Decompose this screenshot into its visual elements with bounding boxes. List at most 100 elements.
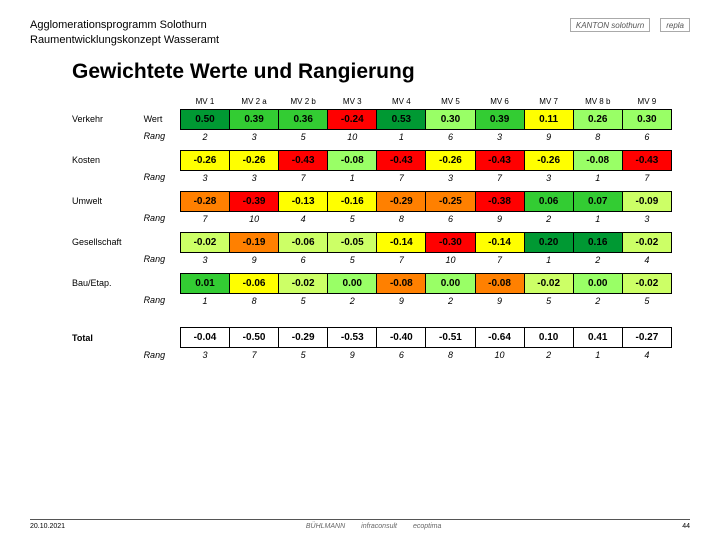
table-cell: 1	[573, 211, 622, 226]
table-cell: 0.30	[622, 109, 671, 129]
table-row: Rang3371737317	[72, 170, 672, 185]
row-label	[72, 129, 142, 144]
table-cell: 10	[475, 348, 524, 363]
table-cell: 1	[328, 170, 377, 185]
table-cell: 0.30	[426, 109, 475, 129]
table-cell: 4	[622, 348, 671, 363]
col-header: MV 5	[426, 94, 475, 110]
footer-page: 44	[682, 523, 690, 530]
row-sublabel	[142, 150, 181, 170]
table-cell: -0.13	[279, 191, 328, 211]
footer: 20.10.2021 BÜHLMANN infraconsult ecoptim…	[30, 519, 690, 530]
row-sublabel: Rang	[142, 170, 181, 185]
table-row: Bau/Etap.0.01-0.06-0.020.00-0.080.00-0.0…	[72, 273, 672, 293]
row-label	[72, 252, 142, 267]
table-cell: 8	[377, 211, 426, 226]
table-cell: -0.04	[180, 328, 229, 348]
table-cell: -0.27	[622, 328, 671, 348]
col-header: MV 9	[622, 94, 671, 110]
footer-date: 20.10.2021	[30, 523, 65, 530]
table-cell: 4	[622, 252, 671, 267]
table-cell: 4	[279, 211, 328, 226]
table-cell: 5	[524, 293, 573, 308]
table-cell: 2	[573, 252, 622, 267]
table-row: Rang71045869213	[72, 211, 672, 226]
header-line1: Agglomerationsprogramm Solothurn	[30, 18, 219, 33]
table-cell: -0.26	[524, 150, 573, 170]
table-cell: 2	[524, 348, 573, 363]
col-header: MV 1	[180, 94, 229, 110]
table-cell: 0.26	[573, 109, 622, 129]
table-cell: 1	[180, 293, 229, 308]
table-cell: 9	[475, 211, 524, 226]
row-label	[72, 348, 142, 363]
table-cell: 0.01	[180, 273, 229, 293]
table-cell: -0.51	[426, 328, 475, 348]
col-header: MV 3	[328, 94, 377, 110]
table-cell: -0.14	[475, 232, 524, 252]
table-cell: -0.02	[622, 273, 671, 293]
row-label: Verkehr	[72, 109, 142, 129]
table-cell: -0.43	[475, 150, 524, 170]
table-cell: -0.08	[573, 150, 622, 170]
table-cell: 3	[475, 129, 524, 144]
row-sublabel: Rang	[142, 211, 181, 226]
table-cell: 3	[524, 170, 573, 185]
table-cell: -0.26	[426, 150, 475, 170]
table-row: Rang23510163986	[72, 129, 672, 144]
table-cell: 8	[573, 129, 622, 144]
table-row: Kosten-0.26-0.26-0.43-0.08-0.43-0.26-0.4…	[72, 150, 672, 170]
table-cell: -0.26	[230, 150, 279, 170]
table-cell: 10	[328, 129, 377, 144]
table-cell: 1	[573, 348, 622, 363]
table-cell: 9	[377, 293, 426, 308]
row-sublabel: Rang	[142, 252, 181, 267]
row-label: Bau/Etap.	[72, 273, 142, 293]
col-header: MV 8 b	[573, 94, 622, 110]
table-cell: -0.25	[426, 191, 475, 211]
table-cell: 6	[279, 252, 328, 267]
row-label: Kosten	[72, 150, 142, 170]
header-text: Agglomerationsprogramm Solothurn Raument…	[30, 18, 219, 48]
table-cell: 7	[622, 170, 671, 185]
row-sublabel: Rang	[142, 348, 181, 363]
table-header-row: MV 1MV 2 aMV 2 bMV 3MV 4MV 5MV 6MV 7MV 8…	[72, 94, 672, 110]
table-cell: 3	[622, 211, 671, 226]
ranking-table: MV 1MV 2 aMV 2 bMV 3MV 4MV 5MV 6MV 7MV 8…	[72, 94, 672, 363]
table-cell: 0.11	[524, 109, 573, 129]
table-cell: 5	[279, 129, 328, 144]
table-cell: 9	[524, 129, 573, 144]
table-cell: -0.38	[475, 191, 524, 211]
table-cell: -0.08	[475, 273, 524, 293]
table-cell: -0.05	[328, 232, 377, 252]
table-cell: 1	[377, 129, 426, 144]
table-cell: 6	[377, 348, 426, 363]
table-cell: 6	[426, 211, 475, 226]
footer-logos: BÜHLMANN infraconsult ecoptima	[306, 523, 442, 530]
table-cell: 2	[328, 293, 377, 308]
row-sublabel	[142, 328, 181, 348]
row-sublabel: Rang	[142, 293, 181, 308]
col-header: MV 4	[377, 94, 426, 110]
table-cell: 7	[377, 252, 426, 267]
table-cell: 0.39	[230, 109, 279, 129]
table-cell: 0.16	[573, 232, 622, 252]
table-cell: -0.02	[524, 273, 573, 293]
table-cell: -0.08	[377, 273, 426, 293]
table-cell: -0.19	[230, 232, 279, 252]
footer-logo-2: infraconsult	[361, 523, 397, 530]
table-cell: 7	[475, 252, 524, 267]
table-cell: -0.02	[622, 232, 671, 252]
table-cell: -0.43	[279, 150, 328, 170]
row-sublabel	[142, 232, 181, 252]
header-line2: Raumentwicklungskonzept Wasseramt	[30, 33, 219, 48]
col-header: MV 6	[475, 94, 524, 110]
footer-logo-3: ecoptima	[413, 523, 441, 530]
table-cell: 0.07	[573, 191, 622, 211]
table-cell: 0.53	[377, 109, 426, 129]
table-cell: -0.29	[377, 191, 426, 211]
table-cell: 5	[279, 293, 328, 308]
row-label: Umwelt	[72, 191, 142, 211]
table-cell: 6	[426, 129, 475, 144]
col-header: MV 2 a	[230, 94, 279, 110]
